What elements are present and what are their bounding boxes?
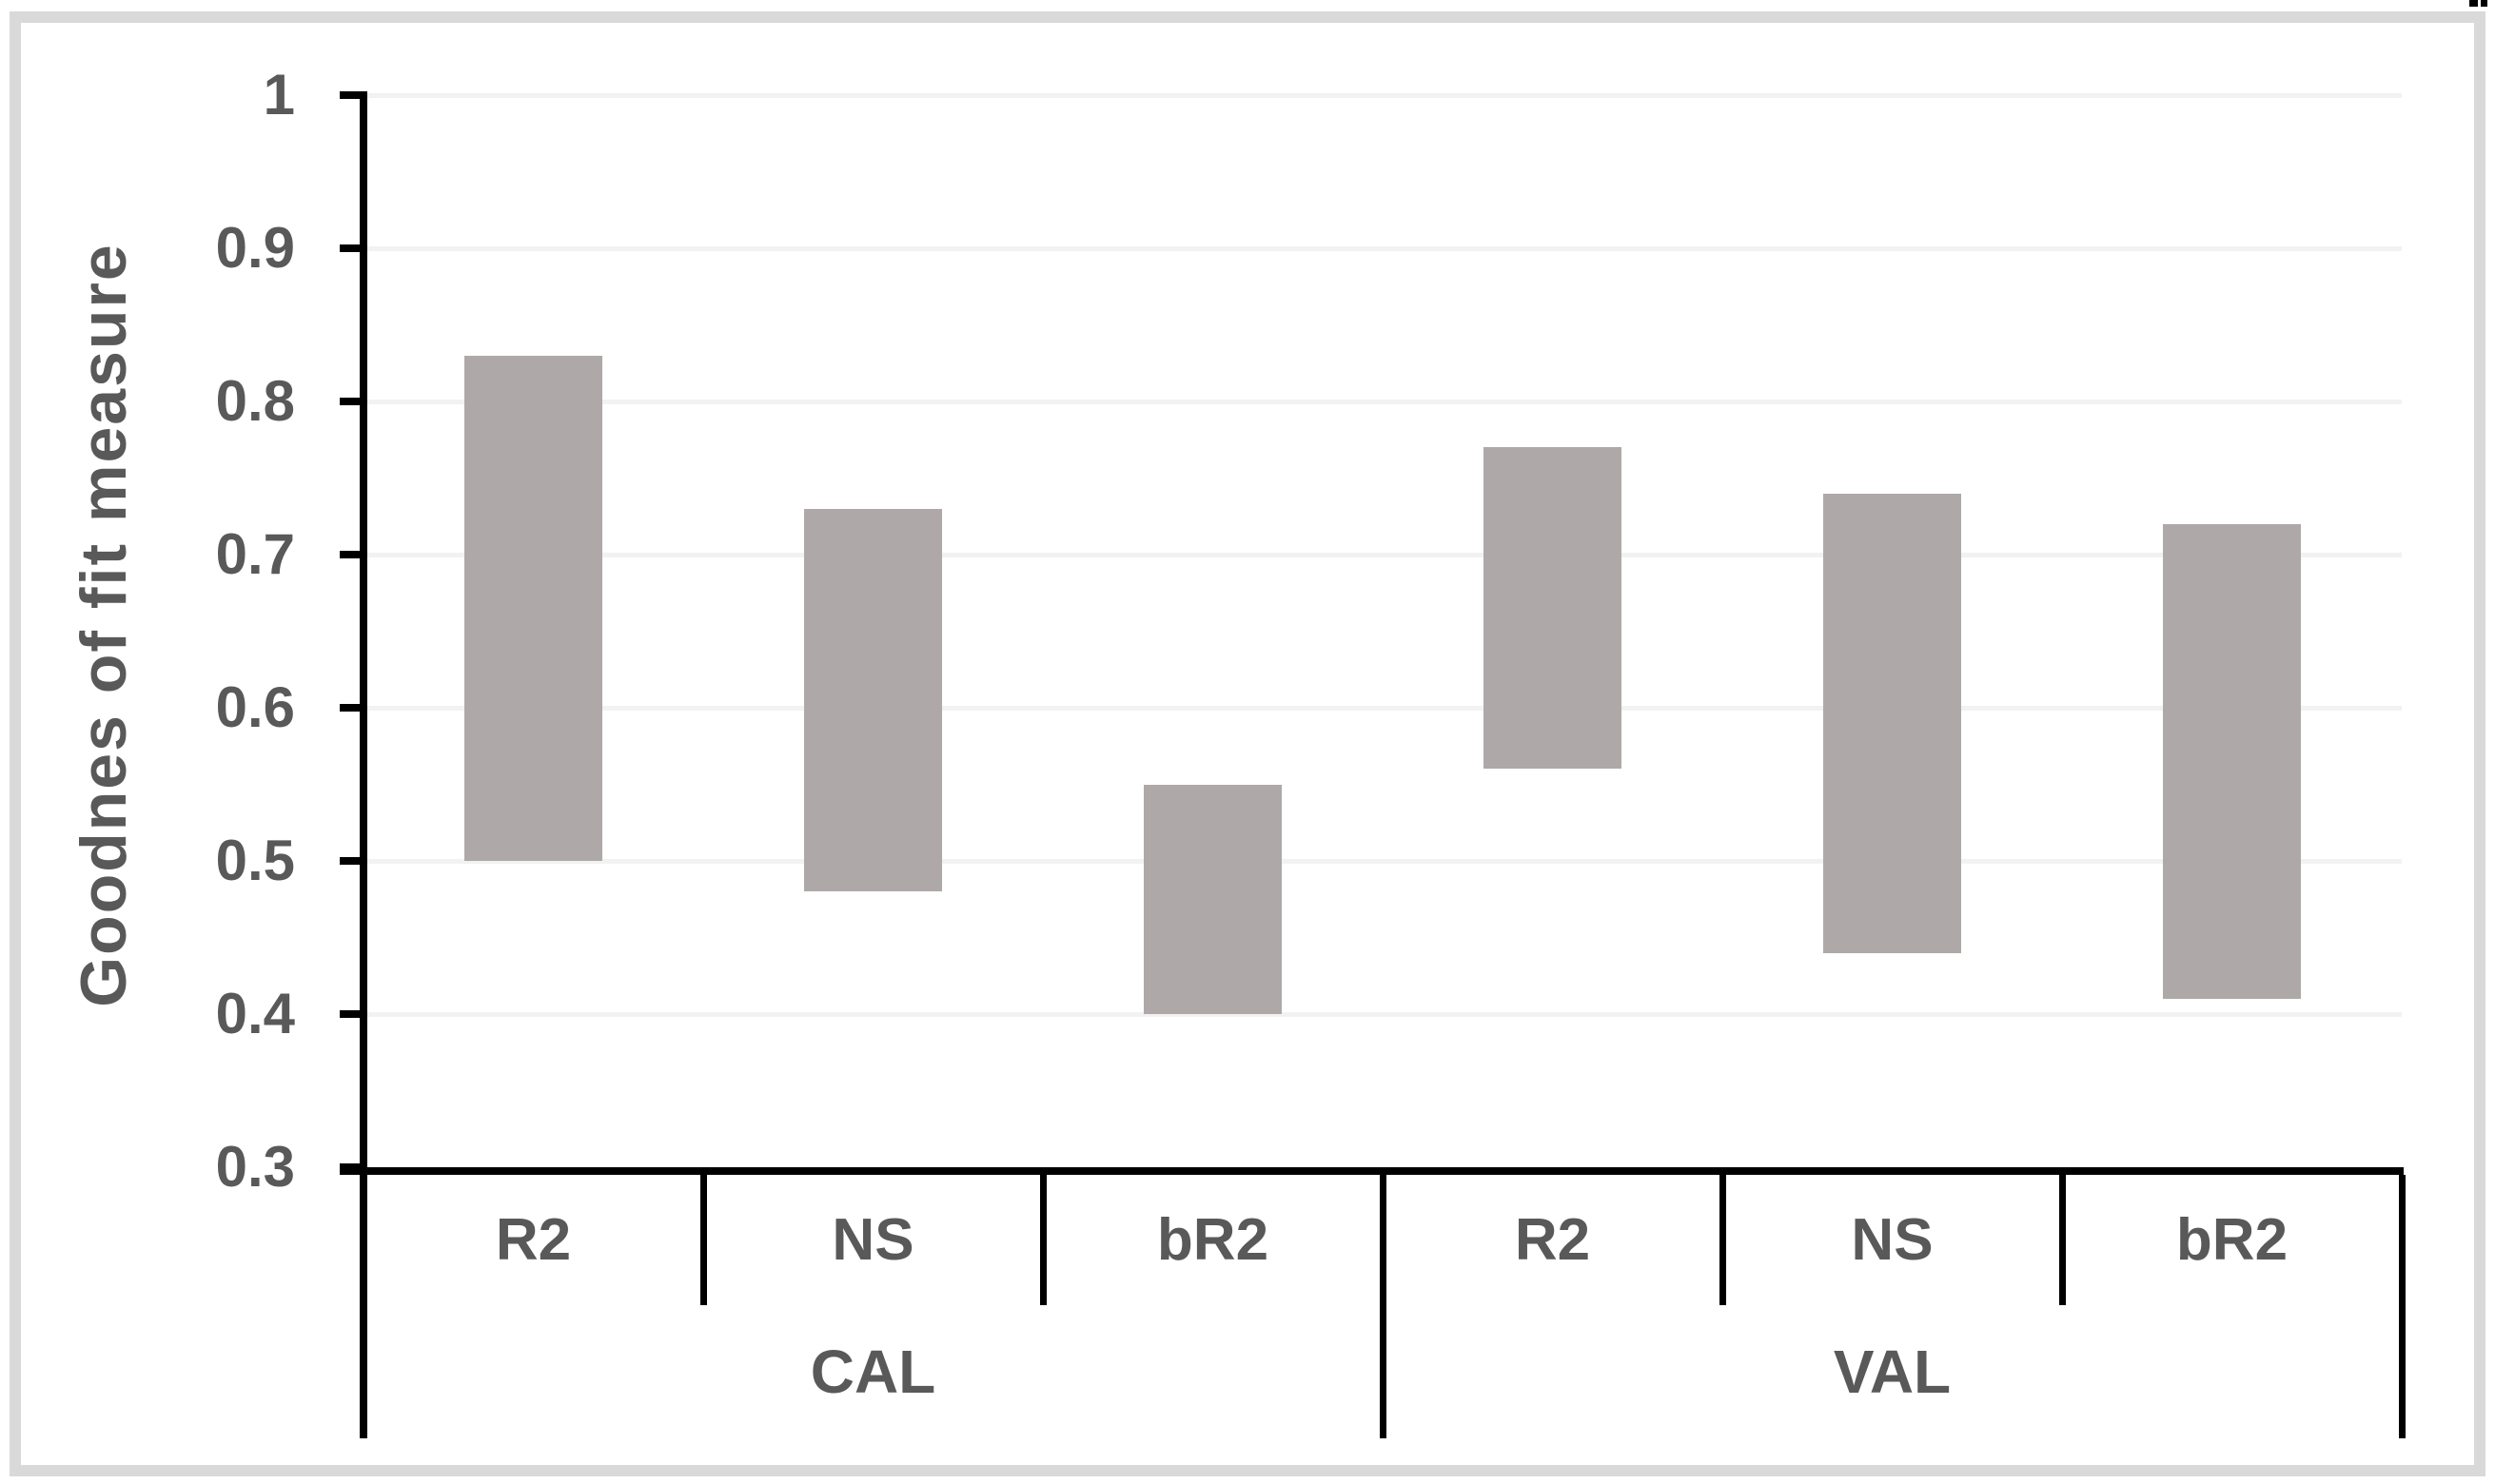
y-axis-tick bbox=[340, 398, 367, 405]
y-gridline bbox=[363, 400, 2402, 404]
y-gridline bbox=[363, 246, 2402, 251]
y-axis-tick bbox=[340, 244, 367, 252]
x-category-label: NS bbox=[832, 1206, 914, 1273]
y-tick-label: 0.7 bbox=[215, 522, 295, 586]
y-tick-label: 0.9 bbox=[215, 216, 295, 280]
range-bar-cal-r2 bbox=[464, 355, 602, 861]
group-divider bbox=[1380, 1175, 1386, 1438]
x-group-label-cal: CAL bbox=[810, 1338, 936, 1406]
y-axis-line bbox=[360, 91, 367, 1438]
y-axis-tick bbox=[340, 1010, 367, 1018]
x-category-label: R2 bbox=[495, 1206, 572, 1273]
x-category-label: bR2 bbox=[1156, 1206, 1269, 1273]
y-tick-label: 0.5 bbox=[215, 829, 295, 892]
x-axis-line bbox=[340, 1167, 2404, 1175]
y-gridline bbox=[363, 553, 2402, 557]
x-category-label: R2 bbox=[1514, 1206, 1591, 1273]
y-tick-label: 0.4 bbox=[215, 982, 295, 1045]
y-axis-tick bbox=[340, 704, 367, 712]
range-bar-cal-ns bbox=[804, 508, 942, 892]
range-bar-val-ns bbox=[1823, 493, 1961, 953]
y-gridline bbox=[363, 1012, 2402, 1017]
y-axis-tick bbox=[340, 551, 367, 558]
x-category-label: bR2 bbox=[2175, 1206, 2289, 1273]
range-bar-val-r2 bbox=[1483, 447, 1621, 770]
category-divider bbox=[1719, 1175, 1726, 1305]
y-axis-tick bbox=[340, 857, 367, 865]
y-tick-label: 0.6 bbox=[215, 675, 295, 739]
y-axis-tick bbox=[340, 91, 367, 99]
y-tick-label: 0.3 bbox=[215, 1135, 295, 1199]
figure-border bbox=[10, 11, 2485, 1476]
range-bar-val-br2 bbox=[2163, 523, 2301, 999]
y-gridline bbox=[363, 706, 2402, 711]
category-divider bbox=[1040, 1175, 1047, 1305]
category-divider bbox=[2059, 1175, 2066, 1305]
range-bar-cal-br2 bbox=[1144, 784, 1282, 1014]
y-gridline bbox=[363, 93, 2402, 98]
y-tick-label: 0.8 bbox=[215, 369, 295, 433]
y-gridline bbox=[363, 859, 2402, 864]
cropped-corner-text bbox=[2481, 0, 2487, 7]
y-axis-tick bbox=[340, 1163, 367, 1171]
x-category-label: NS bbox=[1851, 1206, 1934, 1273]
cropped-corner-text bbox=[2469, 0, 2478, 7]
category-divider bbox=[700, 1175, 707, 1305]
group-divider bbox=[2399, 1175, 2406, 1438]
y-tick-label: 1 bbox=[263, 63, 295, 127]
x-group-label-val: VAL bbox=[1833, 1338, 1952, 1406]
